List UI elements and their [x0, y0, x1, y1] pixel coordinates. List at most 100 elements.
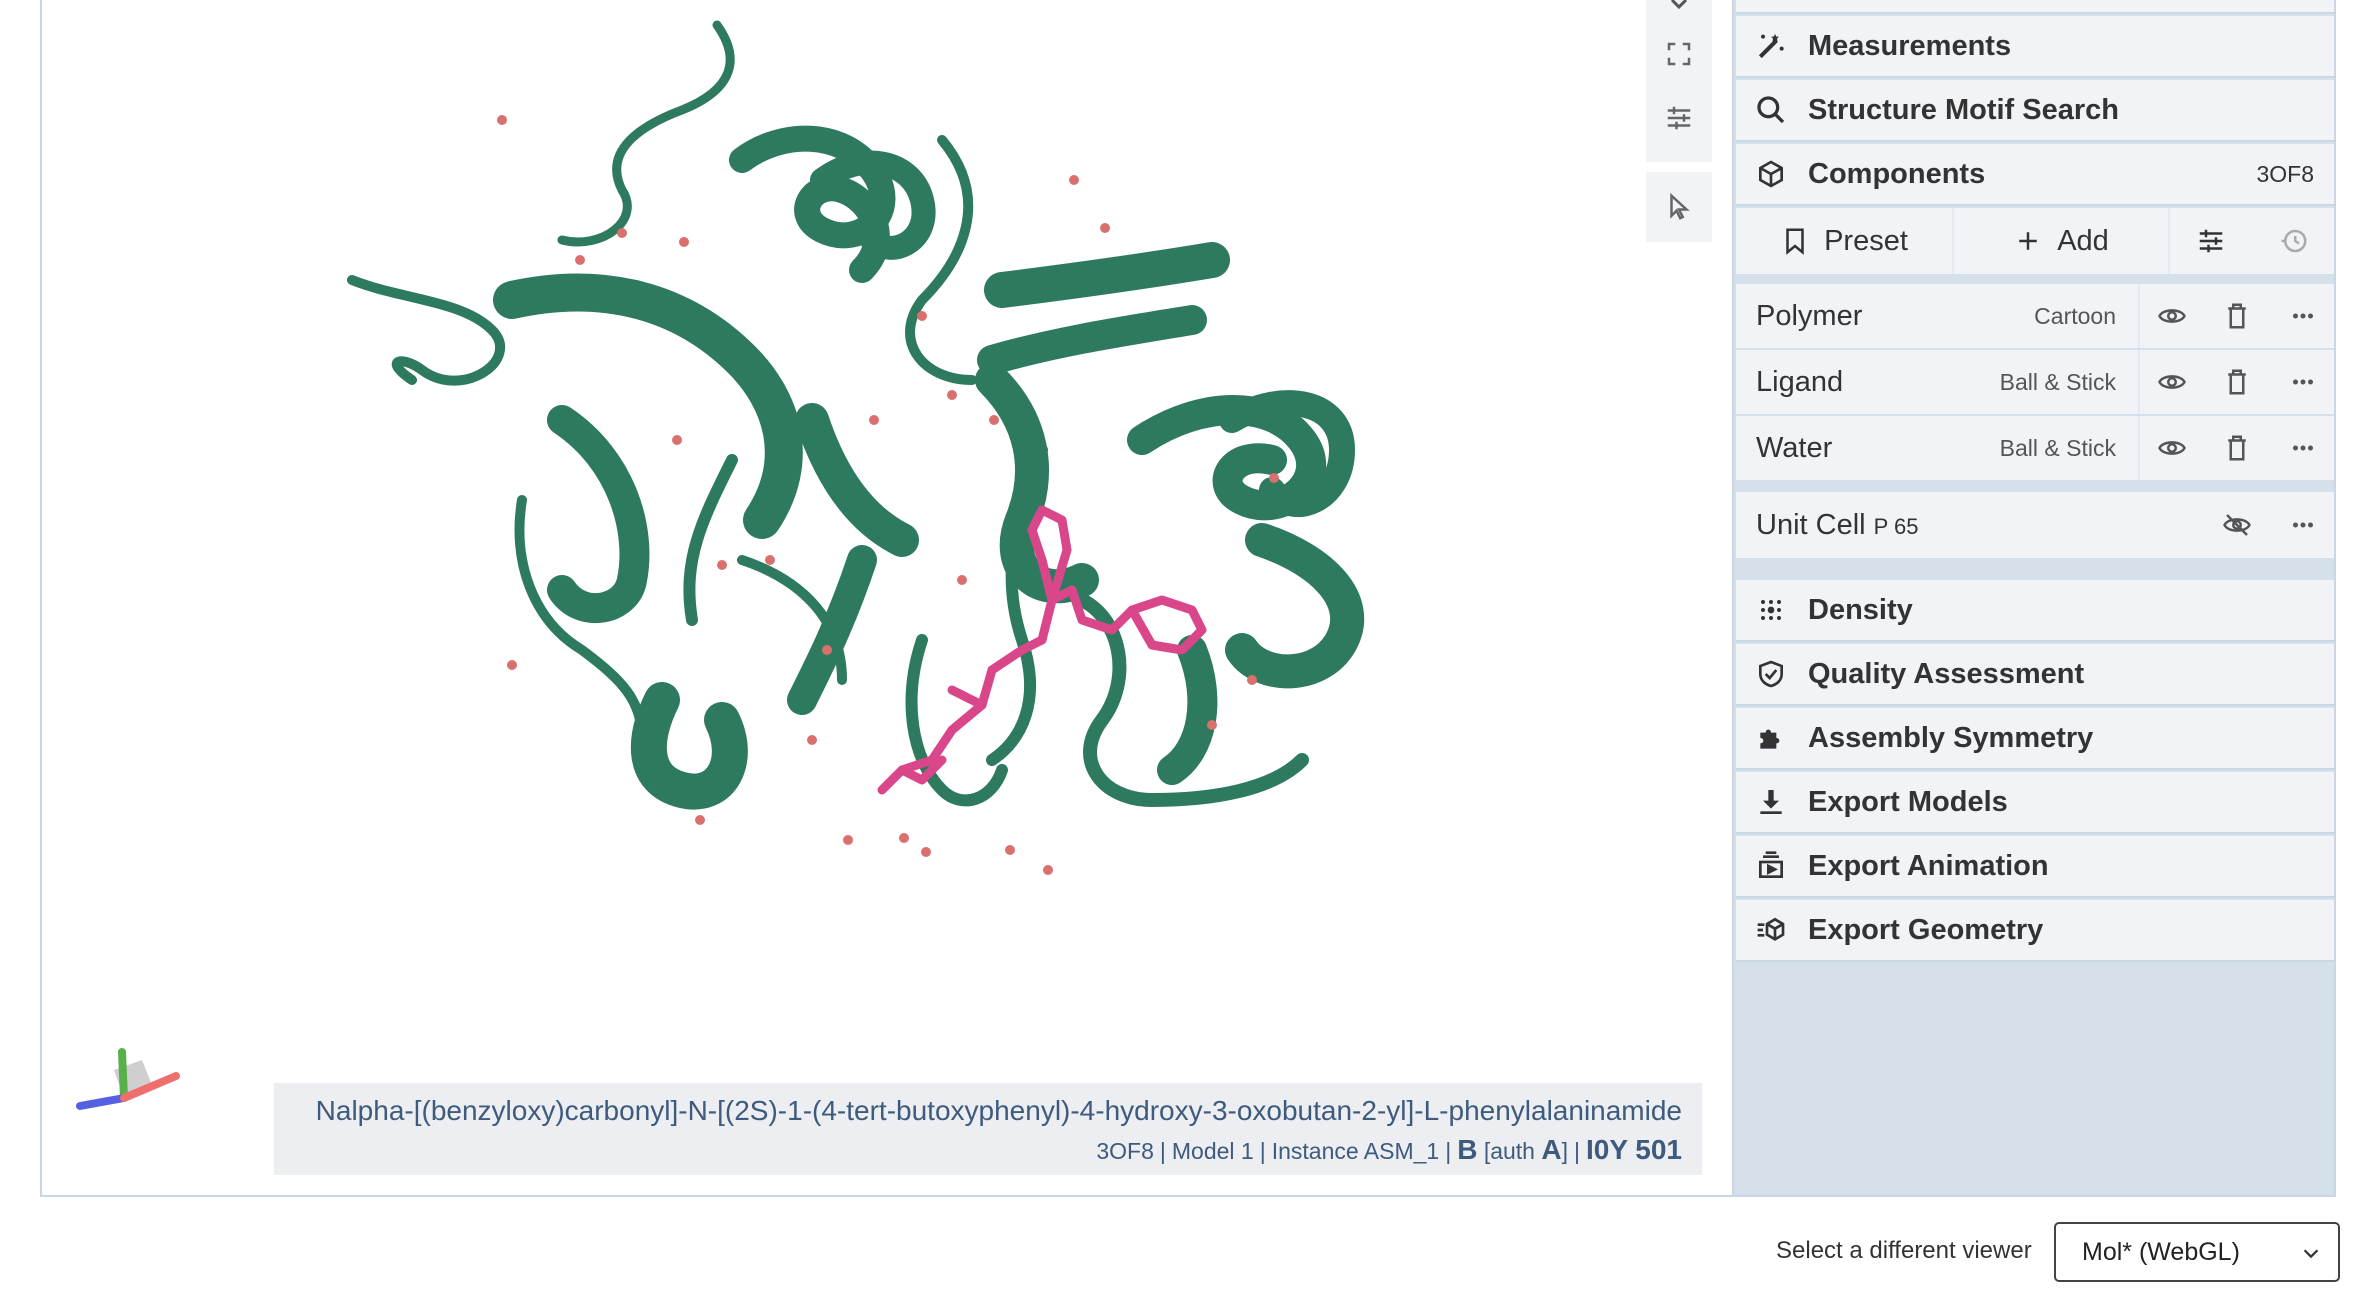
- eye-off-icon: [2223, 514, 2251, 536]
- panel-top-strip: [1736, 0, 2334, 14]
- trash-icon: [2228, 435, 2246, 461]
- instance-label: Instance ASM_1: [1271, 1138, 1440, 1164]
- expand-button[interactable]: [1646, 22, 1712, 86]
- chain-label: B: [1457, 1134, 1478, 1165]
- more-options-button[interactable]: [2270, 416, 2334, 480]
- viewer-select-label: Select a different viewer: [1776, 1237, 2032, 1264]
- geometry-export-icon: [1754, 913, 1788, 947]
- motif-search-header[interactable]: Structure Motif Search: [1736, 80, 2334, 142]
- auth-chain: A: [1541, 1134, 1562, 1165]
- magic-wand-icon: [1754, 29, 1788, 63]
- components-header[interactable]: Components 3OF8: [1736, 144, 2334, 206]
- ligand-name: Nalpha-[(benzyloxy)carbonyl]-N-[(2S)-1-(…: [315, 1095, 1682, 1126]
- options-button[interactable]: [2168, 208, 2252, 274]
- visibility-toggle[interactable]: [2138, 416, 2204, 480]
- component-row-ligand[interactable]: Ligand Ball & Stick: [1736, 350, 2334, 414]
- plus-icon: [2019, 232, 2037, 250]
- highlight-info: Nalpha-[(benzyloxy)carbonyl]-N-[(2S)-1-(…: [274, 1083, 1702, 1175]
- entry-id: 3OF8: [1096, 1138, 1154, 1164]
- space-group: P 65: [1873, 513, 1919, 539]
- settings-button[interactable]: [1646, 86, 1712, 150]
- component-representation[interactable]: Cartoon: [2034, 302, 2116, 329]
- more-options-button[interactable]: [2270, 493, 2334, 557]
- components-entry: 3OF8: [2256, 160, 2314, 187]
- viewport-controls-group-3: [1646, 172, 1712, 242]
- ligand-location: 3OF8 | Model 1 | Instance ASM_1 | B [auth A] | I…: [1096, 1134, 1682, 1165]
- component-row-water[interactable]: Water Ball & Stick: [1736, 416, 2334, 480]
- export-animation-label: Export Animation: [1808, 849, 2049, 882]
- trash-icon: [2228, 369, 2246, 395]
- molecule-render[interactable]: [42, 0, 1732, 1197]
- eye-icon: [2158, 375, 2186, 389]
- 3d-canvas[interactable]: Nalpha-[(benzyloxy)carbonyl]-N-[(2S)-1-(…: [42, 0, 1732, 1197]
- bookmark-icon: [1786, 228, 1804, 255]
- component-representation[interactable]: Ball & Stick: [1999, 368, 2116, 395]
- orientation-axes: [72, 1040, 192, 1120]
- more-horizontal-icon: [2293, 313, 2313, 319]
- assembly-label: Assembly Symmetry: [1808, 721, 2094, 754]
- undo-button[interactable]: [2252, 208, 2334, 274]
- component-name: Water: [1756, 431, 1833, 464]
- component-name: Unit Cell P 65: [1736, 509, 2204, 542]
- cube-icon: [1754, 157, 1788, 191]
- components-label: Components: [1808, 157, 1986, 190]
- viewport-controls: [1646, 0, 1712, 242]
- more-horizontal-icon: [2293, 522, 2313, 528]
- export-models-label: Export Models: [1808, 785, 2008, 818]
- delete-button[interactable]: [2204, 416, 2270, 480]
- quality-label: Quality Assessment: [1808, 657, 2085, 690]
- eye-icon: [2158, 309, 2186, 323]
- viewer-select-value: Mol* (WebGL): [2082, 1237, 2240, 1266]
- water-molecules: [497, 115, 1279, 875]
- component-representation[interactable]: Ball & Stick: [1999, 434, 2116, 461]
- component-name: Polymer: [1756, 299, 1863, 332]
- more-options-button[interactable]: [2270, 284, 2334, 348]
- density-grid-icon: [1754, 593, 1788, 627]
- export-animation-header[interactable]: Export Animation: [1736, 836, 2334, 898]
- protein-cartoon: [347, 20, 1365, 810]
- density-header[interactable]: Density: [1736, 580, 2334, 642]
- component-row-polymer[interactable]: Polymer Cartoon: [1736, 284, 2334, 348]
- more-horizontal-icon: [2293, 379, 2313, 385]
- visibility-toggle[interactable]: [2204, 493, 2270, 557]
- component-name: Ligand: [1756, 365, 1844, 398]
- trash-icon: [2228, 303, 2246, 329]
- viewer-select[interactable]: Mol* (WebGL): [2054, 1222, 2340, 1282]
- selection-mode-button[interactable]: [1646, 172, 1712, 242]
- delete-button[interactable]: [2204, 350, 2270, 414]
- preset-button[interactable]: Preset: [1736, 208, 1952, 274]
- more-options-button[interactable]: [2270, 350, 2334, 414]
- eye-icon: [2158, 441, 2186, 455]
- auth-suffix: ]: [1561, 1138, 1568, 1164]
- motif-search-label: Structure Motif Search: [1808, 93, 2119, 126]
- density-label: Density: [1808, 593, 1913, 626]
- model-label: Model 1: [1171, 1138, 1254, 1164]
- components-toolbar: Preset Add: [1736, 208, 2334, 274]
- auth-prefix: [auth: [1483, 1138, 1535, 1164]
- quality-header[interactable]: Quality Assessment: [1736, 644, 2334, 706]
- export-geometry-header[interactable]: Export Geometry: [1736, 900, 2334, 962]
- puzzle-icon: [1754, 721, 1788, 755]
- chevron-down-icon: [2303, 1249, 2319, 1259]
- visibility-toggle[interactable]: [2138, 350, 2204, 414]
- component-row-unit-cell[interactable]: Unit Cell P 65: [1736, 492, 2334, 558]
- viewport-controls-group: [1646, 0, 1712, 22]
- preset-label: Preset: [1824, 224, 1908, 257]
- add-button[interactable]: Add: [1952, 208, 2168, 274]
- measurements-label: Measurements: [1808, 29, 2012, 62]
- delete-button[interactable]: [2204, 284, 2270, 348]
- assembly-header[interactable]: Assembly Symmetry: [1736, 708, 2334, 770]
- more-horizontal-icon: [2293, 445, 2313, 451]
- export-geometry-label: Export Geometry: [1808, 913, 2044, 946]
- settings-sliders-icon: [2199, 229, 2223, 253]
- chevron-down-icon[interactable]: [1646, 0, 1712, 14]
- measurements-header[interactable]: Measurements: [1736, 16, 2334, 78]
- control-panel: Measurements Structure Motif Search Comp…: [1732, 0, 2334, 1195]
- unit-cell-label: Unit Cell: [1756, 508, 1866, 541]
- visibility-toggle[interactable]: [2138, 284, 2204, 348]
- viewport-controls-group-2: [1646, 22, 1712, 162]
- export-models-header[interactable]: Export Models: [1736, 772, 2334, 834]
- ligand-ball-stick: [877, 505, 1207, 795]
- add-label: Add: [2057, 224, 2109, 257]
